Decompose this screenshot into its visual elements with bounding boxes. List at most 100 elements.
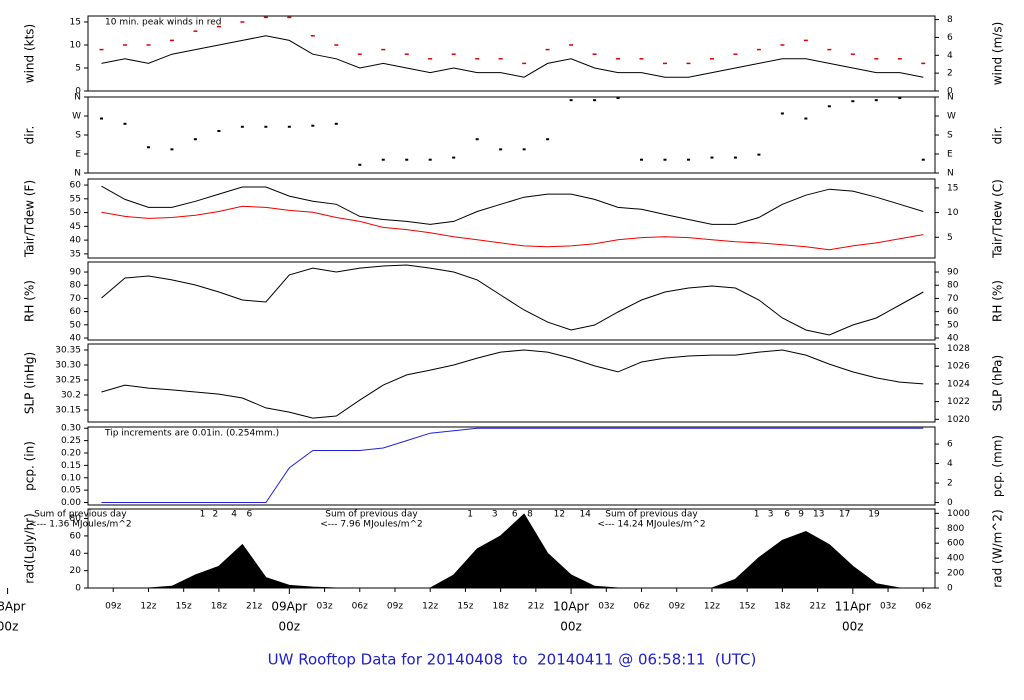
y2-tick-label: 200	[947, 569, 964, 579]
y-tick-label: S	[75, 131, 81, 141]
y-tick-label: 90	[70, 268, 82, 278]
dir-point	[921, 158, 925, 161]
y2-tick-label: 6	[947, 440, 953, 450]
series-line	[101, 349, 924, 419]
day-note: Sum of previous day	[605, 510, 698, 520]
y2-tick-label: 1026	[947, 362, 970, 372]
hour-marker: 1	[467, 510, 473, 520]
y2-tick-label: 800	[947, 524, 964, 534]
y-axis-label: Tair/Tdew (F)	[23, 180, 37, 258]
y2-axis-label: pcp. (mm)	[991, 435, 1005, 497]
y-tick-label: 5	[75, 63, 81, 73]
y2-tick-label: 0	[947, 584, 953, 594]
y2-tick-label: 15	[947, 183, 958, 193]
hour-marker: 14	[579, 510, 591, 520]
y-tick-label: 0.15	[61, 461, 81, 471]
hour-marker: 12	[554, 510, 565, 520]
series-line	[101, 205, 924, 251]
y-tick-label: 0	[75, 584, 81, 594]
y-tick-label: 50	[70, 320, 82, 330]
day-label: 10Apr	[553, 600, 589, 614]
day-note: Sum of previous day	[34, 510, 127, 520]
x-tick-label: 06z	[915, 602, 931, 612]
y-tick-label: 30.35	[55, 346, 81, 356]
hour-marker: 3	[768, 510, 774, 520]
x-tick-label: 21z	[528, 602, 544, 612]
y2-tick-label: 40	[947, 334, 959, 344]
dir-point	[499, 148, 503, 151]
dir-point	[358, 163, 362, 166]
y2-tick-label: W	[947, 112, 956, 122]
y2-axis-label: SLP (hPa)	[991, 355, 1005, 411]
y2-tick-label: 80	[947, 281, 959, 291]
hour-marker: 1	[200, 510, 206, 520]
y2-tick-label: 2	[947, 69, 953, 79]
y-tick-label: 0.00	[61, 498, 81, 508]
dir-point	[311, 124, 315, 127]
y2-tick-label: 1000	[947, 509, 970, 519]
y-tick-label: 10	[70, 40, 82, 50]
y2-tick-label: 70	[947, 294, 959, 304]
y-tick-label: 35	[70, 249, 81, 259]
dir-point	[381, 158, 385, 161]
hour-marker: 6	[784, 510, 790, 520]
day-hour-label: 00z	[842, 620, 864, 634]
panel-frame	[87, 96, 936, 174]
dir-point	[757, 153, 761, 156]
series-line	[101, 427, 924, 503]
dir-point	[193, 138, 197, 141]
day-sum: <--- 14.24 MJoules/m^2	[597, 520, 705, 530]
dir-point	[569, 99, 573, 102]
y-tick-label: 0	[75, 87, 81, 97]
dir-point	[733, 156, 737, 159]
dir-point	[593, 99, 597, 102]
y-tick-label: 0.05	[61, 486, 81, 496]
day-hour-label: 00z	[279, 620, 301, 634]
x-tick-label: 09z	[105, 602, 121, 612]
y-axis-label: RH (%)	[23, 280, 37, 322]
dir-point	[240, 125, 244, 128]
y2-tick-label: 5	[947, 233, 953, 243]
y2-tick-label: 1022	[947, 397, 970, 407]
annotation: 10 min. peak winds in red	[105, 18, 222, 28]
dir-point	[264, 125, 268, 128]
y2-tick-label: 60	[947, 307, 959, 317]
y-tick-label: 70	[70, 294, 82, 304]
y2-axis-label: wind (m/s)	[991, 22, 1005, 86]
y2-tick-label: 8	[947, 15, 953, 25]
y2-tick-label: E	[947, 150, 953, 160]
y2-axis-label: RH (%)	[991, 280, 1005, 322]
x-tick-label: 15z	[176, 602, 192, 612]
y2-tick-label: 1024	[947, 379, 970, 389]
y-tick-label: N	[74, 169, 81, 179]
y2-tick-label: 1028	[947, 344, 970, 354]
dir-point	[640, 158, 644, 161]
y-tick-label: E	[75, 150, 81, 160]
y2-tick-label: 90	[947, 268, 959, 278]
y2-tick-label: 4	[947, 459, 953, 469]
y-tick-label: 30.15	[55, 406, 81, 416]
y-axis-label: SLP (inHg)	[23, 352, 37, 414]
dir-point	[851, 100, 855, 103]
x-tick-label: 15z	[739, 602, 755, 612]
dir-point	[405, 158, 409, 161]
hour-marker: 3	[492, 510, 498, 520]
hour-marker: 4	[231, 510, 237, 520]
radiation-area	[101, 513, 924, 589]
x-tick-label: 12z	[704, 602, 720, 612]
dir-point	[287, 125, 291, 128]
y-tick-label: 45	[70, 222, 81, 232]
x-tick-label: 18z	[493, 602, 509, 612]
y2-tick-label: 4	[947, 51, 953, 61]
x-tick-label: 12z	[422, 602, 438, 612]
dir-point	[616, 97, 620, 100]
series-line	[101, 185, 924, 225]
dir-point	[217, 129, 221, 132]
y-tick-label: 50	[70, 208, 82, 218]
y-tick-label: 80	[70, 281, 82, 291]
panel-frame	[87, 343, 936, 423]
y-tick-label: 80	[70, 514, 82, 524]
dir-point	[780, 112, 784, 115]
hour-marker: 6	[247, 510, 253, 520]
